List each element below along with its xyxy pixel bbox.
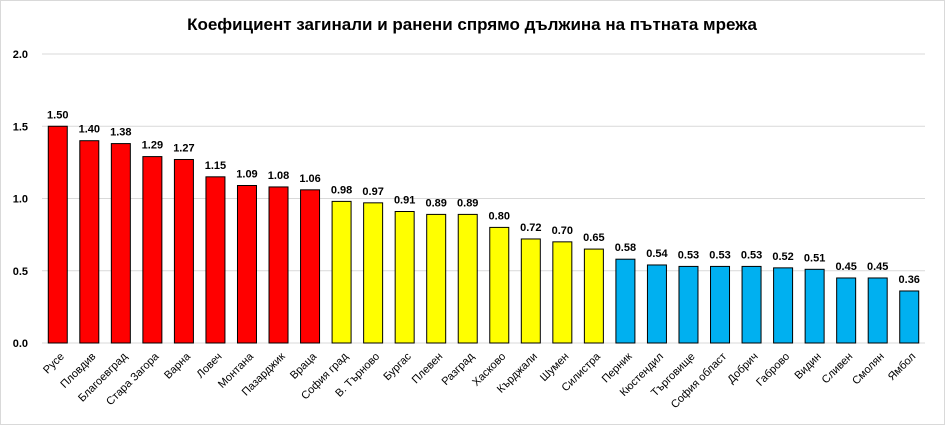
data-label: 0.98	[331, 184, 352, 196]
bar	[142, 156, 163, 344]
bar	[678, 265, 699, 344]
data-label: 0.65	[583, 232, 604, 244]
data-label: 0.53	[678, 249, 699, 261]
y-tick-label: 1.0	[13, 194, 28, 206]
data-label: 0.36	[899, 274, 920, 286]
bar	[741, 265, 762, 344]
data-label: 0.72	[520, 222, 541, 234]
bar	[899, 290, 920, 344]
x-tick-label: Варна	[162, 350, 194, 382]
data-label: 1.15	[205, 160, 226, 172]
y-axis-ticks: 0.0 0.5 1.0 1.5 2.0	[13, 49, 28, 350]
bar	[552, 241, 573, 344]
bar	[300, 189, 321, 344]
bar	[268, 186, 289, 344]
bar	[79, 140, 100, 344]
x-tick-label: Габрово	[754, 351, 792, 389]
y-tick-label: 0.5	[13, 266, 28, 278]
bars	[47, 125, 920, 344]
data-label: 0.97	[362, 186, 383, 198]
bar	[867, 277, 888, 344]
chart-title: Коефициент загинали и ранени спрямо дълж…	[187, 15, 757, 34]
data-label: 0.51	[804, 252, 825, 264]
value-labels: 1.50 1.40 1.38 1.29 1.27 1.15 1.09 1.08 1.06 0.98…	[47, 109, 920, 286]
x-tick-label: Смолян	[850, 351, 887, 388]
bar	[457, 213, 478, 344]
x-tick-label: Русе	[41, 351, 67, 377]
data-label: 1.27	[173, 142, 194, 154]
bar	[110, 143, 131, 344]
data-label: 0.54	[646, 248, 668, 260]
bar	[773, 267, 794, 344]
bar	[646, 264, 667, 344]
bar	[804, 268, 825, 344]
x-tick-label: Ловеч	[194, 351, 224, 381]
bar	[331, 200, 352, 344]
y-tick-label: 1.5	[13, 121, 28, 133]
bar	[520, 238, 541, 344]
data-label: 0.53	[741, 249, 762, 261]
data-label: 1.08	[268, 170, 289, 182]
data-label: 1.50	[47, 109, 68, 121]
bar	[205, 176, 226, 344]
y-tick-label: 2.0	[13, 49, 28, 61]
bar	[173, 158, 194, 344]
bar	[426, 213, 447, 344]
data-label: 0.58	[615, 242, 636, 254]
bar	[710, 265, 731, 344]
bar	[583, 248, 604, 344]
bar	[836, 277, 857, 344]
data-label: 0.52	[772, 251, 793, 263]
data-label: 0.80	[489, 210, 510, 222]
data-label: 0.70	[552, 225, 573, 237]
data-label: 0.91	[394, 195, 415, 207]
bar	[615, 258, 636, 344]
bar	[363, 202, 384, 344]
data-label: 1.40	[79, 124, 100, 136]
data-label: 1.09	[236, 168, 257, 180]
data-label: 1.38	[110, 127, 131, 139]
data-label: 0.89	[425, 197, 446, 209]
data-label: 0.89	[457, 197, 478, 209]
data-label: 1.29	[142, 140, 163, 152]
data-label: 0.45	[835, 261, 856, 273]
x-tick-label: Сливен	[820, 351, 856, 387]
x-tick-label: Ямбол	[886, 351, 919, 384]
bar	[489, 226, 510, 344]
y-tick-label: 0.0	[13, 338, 28, 350]
x-tick-label: София област	[669, 351, 729, 411]
data-label: 0.53	[709, 249, 730, 261]
data-label: 0.45	[867, 261, 888, 273]
bar	[236, 184, 257, 344]
bar	[394, 211, 415, 344]
data-label: 1.06	[299, 173, 320, 185]
bar	[47, 125, 68, 344]
